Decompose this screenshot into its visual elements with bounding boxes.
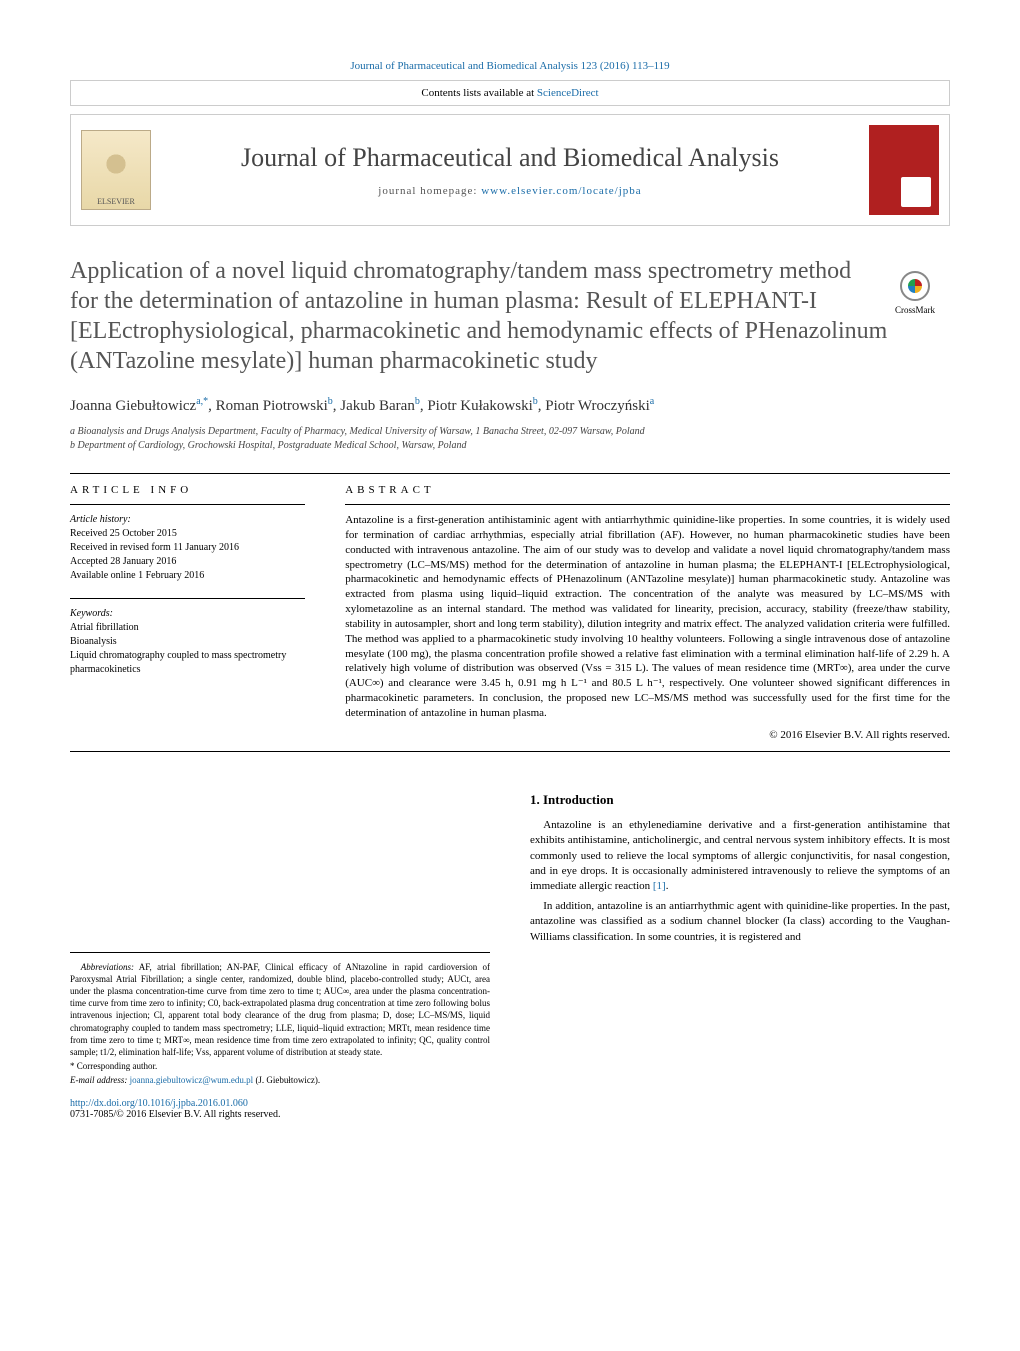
history-label: Article history: — [70, 514, 131, 525]
footnotes: Abbreviations: AF, atrial fibrillation; … — [70, 952, 490, 1086]
affiliations: a Bioanalysis and Drugs Analysis Departm… — [70, 425, 950, 453]
article-info-column: ARTICLE INFO Article history: Received 2… — [70, 484, 305, 741]
issn-copyright: 0731-7085/© 2016 Elsevier B.V. All right… — [70, 1109, 280, 1120]
journal-homepage: journal homepage: www.elsevier.com/locat… — [171, 185, 849, 197]
elsevier-logo-text: ELSEVIER — [97, 197, 135, 206]
divider — [70, 751, 950, 752]
abstract-heading: ABSTRACT — [345, 484, 950, 496]
body-paragraph: In addition, antazoline is an antiarrhyt… — [530, 899, 950, 945]
sciencedirect-link[interactable]: ScienceDirect — [537, 87, 599, 99]
left-column: Abbreviations: AF, atrial fibrillation; … — [70, 792, 490, 1120]
email-suffix: (J. Giebułtowicz). — [255, 1075, 320, 1085]
email-line: E-mail address: joanna.giebultowicz@wum.… — [70, 1074, 490, 1086]
page-container: Journal of Pharmaceutical and Biomedical… — [0, 0, 1020, 1160]
corresponding-note: * Corresponding author. — [70, 1060, 490, 1072]
homepage-prefix: journal homepage: — [378, 185, 481, 197]
affiliation-line: b Department of Cardiology, Grochowski H… — [70, 439, 950, 453]
crossmark-label: CrossMark — [895, 305, 935, 315]
homepage-link[interactable]: www.elsevier.com/locate/jpba — [481, 185, 641, 197]
right-column: 1. Introduction Antazoline is an ethylen… — [530, 792, 950, 1120]
author-list: Joanna Giebułtowicza,*, Roman Piotrowski… — [70, 396, 950, 415]
history-line: Accepted 28 January 2016 — [70, 556, 176, 567]
article-info-heading: ARTICLE INFO — [70, 484, 305, 496]
body-columns: Abbreviations: AF, atrial fibrillation; … — [70, 792, 950, 1120]
body-paragraph: Antazoline is an ethylenediamine derivat… — [530, 818, 950, 895]
intro-heading: 1. Introduction — [530, 792, 950, 808]
history-line: Received in revised form 11 January 2016 — [70, 542, 239, 553]
info-abstract-row: ARTICLE INFO Article history: Received 2… — [70, 484, 950, 741]
article-history-block: Article history: Received 25 October 201… — [70, 504, 305, 583]
contents-prefix: Contents lists available at — [421, 87, 536, 99]
corresponding-email-link[interactable]: joanna.giebultowicz@wum.edu.pl — [130, 1075, 254, 1085]
abbrev-label: Abbreviations: — [81, 962, 134, 972]
elsevier-logo: ELSEVIER — [81, 130, 151, 210]
keyword: Bioanalysis — [70, 636, 117, 647]
article-title: Application of a novel liquid chromatogr… — [70, 256, 950, 376]
abstract-column: ABSTRACT Antazoline is a first-generatio… — [345, 484, 950, 741]
ref-link-1[interactable]: [1] — [653, 880, 666, 892]
affiliation-line: a Bioanalysis and Drugs Analysis Departm… — [70, 425, 950, 439]
keyword: Atrial fibrillation — [70, 622, 139, 633]
history-line: Received 25 October 2015 — [70, 528, 177, 539]
contents-box: Contents lists available at ScienceDirec… — [70, 80, 950, 106]
keyword: Liquid chromatography coupled to mass sp… — [70, 650, 286, 675]
journal-banner: ELSEVIER Journal of Pharmaceutical and B… — [70, 114, 950, 226]
journal-title-block: Journal of Pharmaceutical and Biomedical… — [171, 143, 849, 197]
journal-name: Journal of Pharmaceutical and Biomedical… — [171, 143, 849, 173]
keywords-label: Keywords: — [70, 608, 113, 619]
abstract-text: Antazoline is a first-generation antihis… — [345, 504, 950, 721]
crossmark-icon — [900, 271, 930, 301]
doi-link[interactable]: http://dx.doi.org/10.1016/j.jpba.2016.01… — [70, 1098, 248, 1109]
abbrev-text: AF, atrial fibrillation; AN-PAF, Clinica… — [70, 962, 490, 1057]
journal-cover-thumbnail — [869, 125, 939, 215]
email-label: E-mail address: — [70, 1075, 127, 1085]
keywords-block: Keywords: Atrial fibrillation Bioanalysis… — [70, 598, 305, 677]
abstract-copyright: © 2016 Elsevier B.V. All rights reserved… — [345, 729, 950, 741]
doi-block: http://dx.doi.org/10.1016/j.jpba.2016.01… — [70, 1098, 490, 1120]
history-line: Available online 1 February 2016 — [70, 570, 204, 581]
crossmark-badge[interactable]: CrossMark — [880, 271, 950, 315]
divider — [70, 473, 950, 474]
running-head: Journal of Pharmaceutical and Biomedical… — [70, 60, 950, 72]
